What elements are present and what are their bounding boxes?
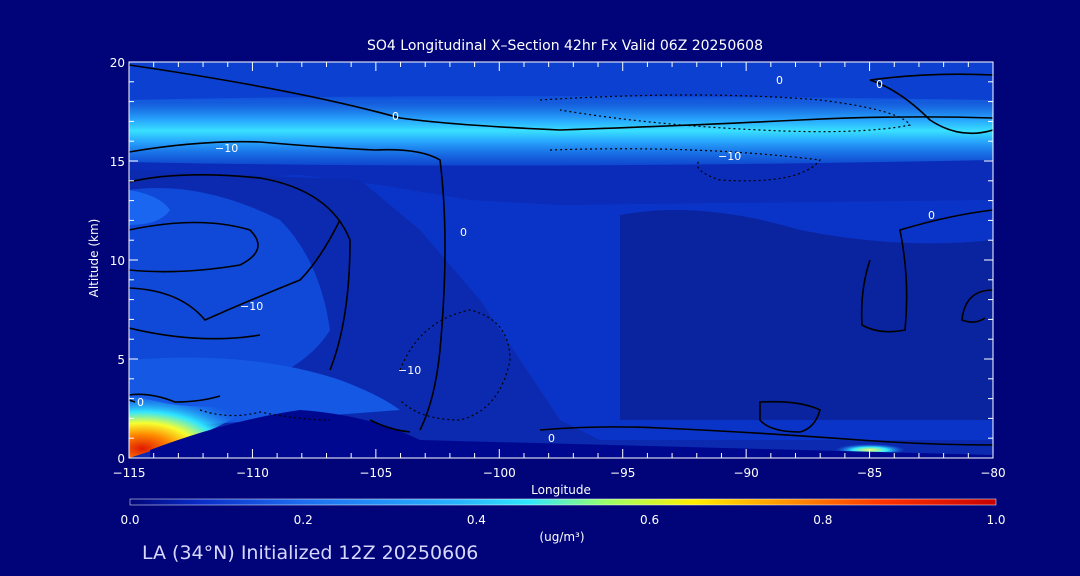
contour-label: 0	[548, 432, 555, 445]
x-tick-label: −80	[980, 466, 1005, 480]
contour-label: −10	[718, 150, 741, 163]
contour-label: −10	[240, 300, 263, 313]
x-tick-label: −115	[113, 466, 146, 480]
contour-label: 0	[392, 110, 399, 123]
contour-label: 0	[876, 78, 883, 91]
x-tick-label: −85	[857, 466, 882, 480]
init-info: LA (34°N) Initialized 12Z 20250606	[142, 542, 479, 564]
colorbar-units-label: (ug/m³)	[539, 530, 584, 544]
x-axis-label: Longitude	[531, 483, 591, 497]
contour-label: 0	[460, 226, 467, 239]
colorbar	[129, 498, 997, 506]
colorbar-tick-label: 0.0	[120, 513, 139, 527]
x-tick-label: −105	[359, 466, 392, 480]
colorbar-tick-label: 0.6	[640, 513, 659, 527]
contour-label-group: 0 −10 −10 0 −10 0 0 0 −10 0 0	[137, 74, 935, 445]
contour-lines	[129, 64, 993, 446]
tick-marks	[128, 61, 994, 459]
colorbar-tick-label: 0.2	[294, 513, 313, 527]
y-tick-label: 0	[117, 452, 125, 466]
concentration-field	[129, 62, 993, 458]
y-tick-labels: 0 5 10 15 20	[110, 56, 125, 466]
y-tick-label: 10	[110, 254, 125, 268]
colorbar-tick-label: 0.8	[813, 513, 832, 527]
contour-label: 0	[137, 396, 144, 409]
contour-label: 0	[776, 74, 783, 87]
x-tick-label: −90	[733, 466, 758, 480]
x-tick-labels: −115 −110 −105 −100 −95 −90 −85 −80	[113, 466, 1006, 480]
x-tick-label: −110	[236, 466, 269, 480]
x-tick-label: −100	[483, 466, 516, 480]
y-tick-label: 5	[117, 353, 125, 367]
contour-label: −10	[215, 142, 238, 155]
y-tick-label: 15	[110, 155, 125, 169]
colorbar-tick-label: 1.0	[986, 513, 1005, 527]
x-tick-label: −95	[610, 466, 635, 480]
contour-label: −10	[398, 364, 421, 377]
colorbar-tick-labels: 0.0 0.2 0.4 0.6 0.8 1.0	[120, 513, 1005, 527]
negative-contour-lines	[199, 94, 911, 421]
y-tick-label: 20	[110, 56, 125, 70]
y-axis-label: Altitude (km)	[87, 219, 101, 298]
colorbar-tick-label: 0.4	[467, 513, 486, 527]
chart-title: SO4 Longitudinal X–Section 42hr Fx Valid…	[367, 38, 763, 54]
contour-label: 0	[928, 209, 935, 222]
